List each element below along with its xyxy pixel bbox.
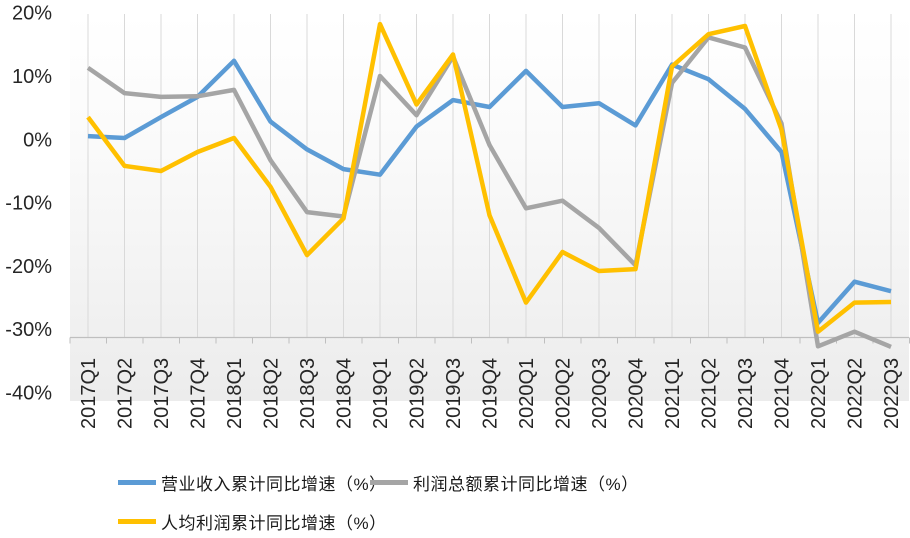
- x-axis-tick-label: 2020Q3: [589, 358, 611, 429]
- x-axis-tick-label: 2019Q3: [443, 358, 465, 429]
- x-axis-tick-label: 2020Q4: [626, 358, 648, 429]
- y-axis-tick-label: 20%: [12, 3, 52, 25]
- legend-label-revenue: 营业收入累计同比增速（%）: [161, 475, 387, 494]
- x-axis-tick-label: 2021Q1: [662, 358, 684, 429]
- line-chart: 20% 10% 0% -10% -20% -30% -40% 2017Q1 2017Q2 2017…: [5, 3, 910, 429]
- x-axis-tick-label: 2021Q4: [772, 358, 794, 429]
- x-axis-tick-label: 2019Q1: [370, 358, 392, 429]
- legend-swatch-revenue: [118, 480, 156, 485]
- legend-item-profit-total: 利润总额累计同比增速（%）: [370, 470, 639, 495]
- y-axis-tick-label: -30%: [5, 319, 52, 341]
- legend-item-profit-per-capita: 人均利润累计同比增速（%）: [118, 509, 387, 534]
- x-axis-tick-label: 2018Q4: [334, 358, 356, 429]
- x-axis-tick-label: 2018Q1: [224, 358, 246, 429]
- x-axis-tick-label: 2021Q2: [699, 358, 721, 429]
- x-axis-tick-label: 2022Q1: [808, 358, 830, 429]
- x-axis-tick-label: 2020Q1: [516, 358, 538, 429]
- x-axis-tick-label: 2017Q2: [115, 358, 137, 429]
- y-axis-tick-label: -10%: [5, 193, 52, 215]
- y-axis-tick-label: -20%: [5, 256, 52, 278]
- series-line-profit-total: [86, 35, 892, 349]
- x-axis-tick-label: 2018Q3: [297, 358, 319, 429]
- legend-item-revenue: 营业收入累计同比增速（%）: [118, 470, 387, 495]
- x-axis-tick-label: 2021Q3: [735, 358, 757, 429]
- legend-label-profit-total: 利润总额累计同比增速（%）: [413, 475, 639, 494]
- series-line-profit-per-capita: [86, 21, 892, 334]
- x-axis-tick-label: 2022Q2: [845, 358, 867, 429]
- series-line-revenue: [87, 58, 892, 326]
- legend-label-profit-per-capita: 人均利润累计同比增速（%）: [161, 514, 387, 533]
- x-axis-tick-label: 2019Q4: [480, 358, 502, 429]
- y-axis-tick-label: 10%: [12, 66, 52, 88]
- x-axis-tick-label: 2018Q2: [261, 358, 283, 429]
- legend-swatch-profit-per-capita: [118, 519, 156, 524]
- y-axis-tick-label: 0%: [23, 129, 52, 151]
- x-axis-tick-label: 2017Q1: [78, 358, 100, 429]
- x-axis-tick-label: 2019Q2: [407, 358, 429, 429]
- x-axis-tick-label: 2022Q3: [881, 358, 903, 429]
- x-axis-tick-label: 2020Q2: [553, 358, 575, 429]
- legend-swatch-profit-total: [370, 480, 408, 485]
- x-axis-tick-label: 2017Q3: [151, 358, 173, 429]
- y-axis-tick-label: -40%: [5, 383, 52, 405]
- x-axis-tick-label: 2017Q4: [188, 358, 210, 429]
